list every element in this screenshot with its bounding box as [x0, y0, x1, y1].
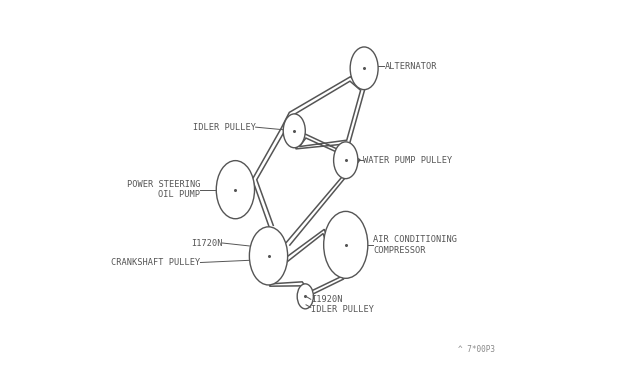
Ellipse shape: [250, 227, 287, 285]
Text: ALTERNATOR: ALTERNATOR: [385, 62, 437, 71]
Text: I1720N: I1720N: [191, 238, 223, 247]
Text: WATER PUMP PULLEY: WATER PUMP PULLEY: [364, 156, 452, 165]
Ellipse shape: [284, 114, 305, 148]
Text: POWER STEERING
OIL PUMP: POWER STEERING OIL PUMP: [127, 180, 200, 199]
Text: IDLER PULLEY: IDLER PULLEY: [193, 123, 255, 132]
Ellipse shape: [297, 284, 314, 309]
Ellipse shape: [324, 211, 368, 278]
Ellipse shape: [350, 47, 378, 90]
Text: I1920N: I1920N: [311, 295, 342, 304]
Ellipse shape: [333, 142, 358, 179]
Text: AIR CONDITIONING
COMPRESSOR: AIR CONDITIONING COMPRESSOR: [373, 235, 458, 254]
Text: IDLER PULLEY: IDLER PULLEY: [311, 305, 374, 314]
Ellipse shape: [216, 161, 255, 219]
Text: ^ 7*00P3: ^ 7*00P3: [458, 346, 495, 355]
Text: CRANKSHAFT PULLEY: CRANKSHAFT PULLEY: [111, 258, 200, 267]
